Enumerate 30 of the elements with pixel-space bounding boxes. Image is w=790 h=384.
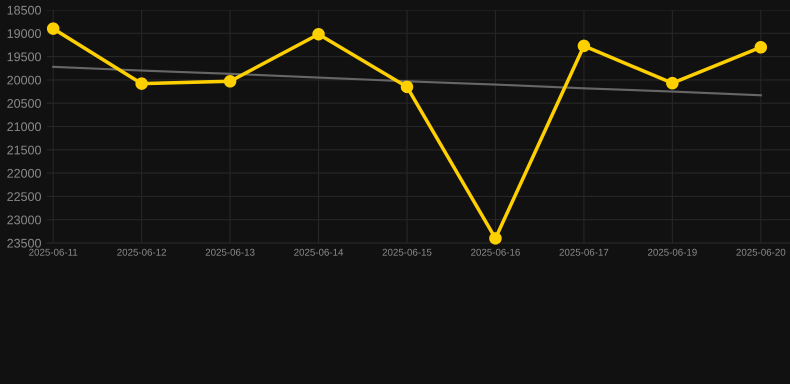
x-tick-label: 2025-06-14 <box>294 248 344 256</box>
y-tick-label: 23500 <box>7 238 41 248</box>
point <box>489 232 502 245</box>
y-tick-label: 19000 <box>8 29 41 38</box>
y-tick-label: 21000 <box>7 122 41 132</box>
point <box>400 80 414 94</box>
point <box>312 28 325 40</box>
x-tick-label: 2025-06-19 <box>648 248 697 256</box>
y-tick-label: 20500 <box>7 99 41 108</box>
y-tick-label: 23000 <box>7 216 41 224</box>
x-tick-label: 2025-06-15 <box>382 248 432 256</box>
point <box>224 75 236 88</box>
x-tick-label: 2025-06-11 <box>29 248 78 256</box>
x-tick-label: 2025-06-12 <box>117 248 166 256</box>
y-tick-label: 20000 <box>7 76 41 85</box>
x-tick-label: 2025-06-16 <box>471 248 520 256</box>
y-tick-label: 19500 <box>8 52 41 62</box>
point <box>666 76 679 90</box>
x-tick-label: 2025-06-17 <box>560 248 608 256</box>
y-tick-label: 22000 <box>7 168 41 178</box>
point <box>46 22 60 35</box>
point <box>578 40 590 52</box>
point <box>754 41 768 54</box>
line-series <box>52 66 762 96</box>
x-tick-label: 2025-06-20 <box>736 248 786 256</box>
x-tick-label: 2025-06-13 <box>206 248 255 256</box>
point <box>135 77 148 90</box>
y-tick-label: 21500 <box>7 146 41 154</box>
y-tick-label: 22500 <box>7 192 41 202</box>
y-tick-label: 18500 <box>8 6 41 15</box>
